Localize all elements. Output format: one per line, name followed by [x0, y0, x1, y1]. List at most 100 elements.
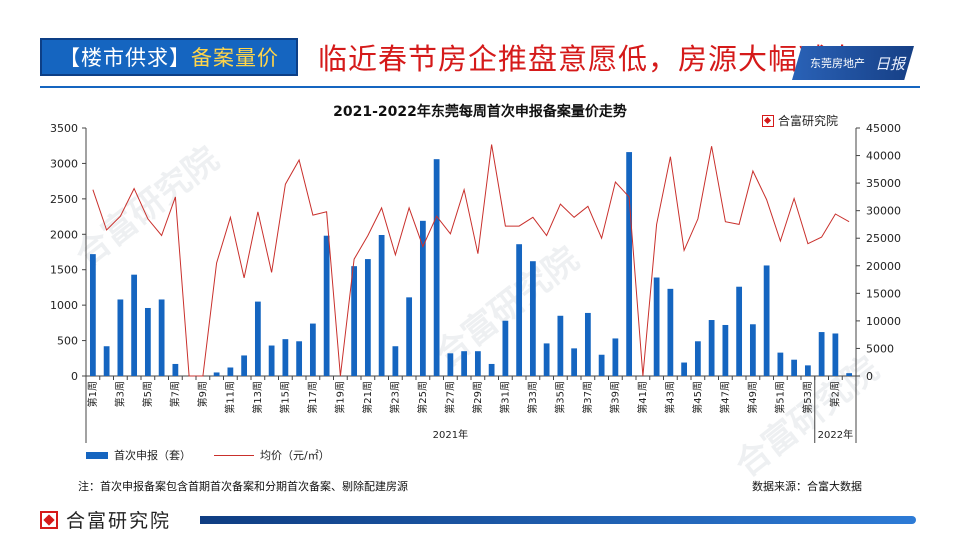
- y-tick-label-right: 20000: [866, 260, 901, 273]
- bar: [89, 254, 96, 376]
- chart-logo: 合富研究院: [762, 112, 838, 129]
- bar: [419, 220, 426, 376]
- avg-price-line: [92, 144, 850, 377]
- y-tick-label-right: 35000: [866, 177, 901, 190]
- chart-title: 2021-2022年东莞每周首次申报备案量价走势: [333, 104, 627, 120]
- y-tick-label-left: 2500: [50, 193, 78, 206]
- x-tick-label: 第19周: [333, 381, 346, 414]
- bar: [804, 365, 811, 376]
- bar: [488, 363, 495, 376]
- bar: [722, 324, 729, 376]
- bar: [309, 323, 316, 376]
- brand-badge-script: 日报: [875, 54, 906, 73]
- bar: [433, 159, 440, 376]
- x-tick-label: 第13周: [251, 381, 264, 414]
- x-tick-label: 第17周: [306, 381, 319, 414]
- bar: [296, 341, 303, 376]
- bar: [406, 297, 413, 376]
- bar: [777, 352, 784, 376]
- bar: [708, 320, 715, 376]
- footer-logo-text: 合富研究院: [66, 510, 172, 532]
- x-tick-label: 第27周: [443, 381, 456, 414]
- y-tick-label-right: 45000: [866, 122, 901, 135]
- legend-line-swatch: [214, 454, 254, 456]
- bar: [818, 332, 825, 376]
- bar: [502, 320, 509, 376]
- bar: [557, 315, 564, 376]
- bar: [268, 345, 275, 376]
- y-tick-label-right: 40000: [866, 150, 901, 163]
- y-tick-label-left: 1500: [50, 264, 78, 277]
- x-tick-label: 第45周: [691, 381, 704, 414]
- x-tick-label: 第21周: [361, 381, 374, 414]
- year-label: 2022年: [818, 428, 853, 441]
- x-tick-label: 第5周: [141, 381, 154, 407]
- x-tick-label: 第7周: [168, 381, 181, 407]
- legend-bar-swatch: [86, 451, 108, 459]
- y-tick-label-right: 30000: [866, 205, 901, 218]
- bar: [103, 346, 110, 376]
- y-tick-label-left: 500: [57, 335, 78, 348]
- y-tick-label-left: 2000: [50, 228, 78, 241]
- bar: [846, 373, 853, 376]
- bar: [378, 234, 385, 376]
- bar: [612, 338, 619, 376]
- brand-badge: 东莞房地产 日报: [792, 46, 914, 80]
- y-tick-label-right: 25000: [866, 232, 901, 245]
- bar: [282, 339, 289, 376]
- bar: [626, 152, 633, 376]
- x-tick-label: 第31周: [498, 381, 511, 414]
- bar: [392, 346, 399, 376]
- x-tick-label: 第11周: [223, 381, 236, 414]
- logo-icon: [40, 510, 58, 529]
- bar: [144, 307, 151, 376]
- bar: [172, 363, 179, 376]
- y-tick-label-right: 0: [866, 370, 873, 383]
- bar: [474, 351, 481, 376]
- bar: [584, 312, 591, 376]
- bar: [516, 244, 523, 376]
- chart-logo-text: 合富研究院: [778, 114, 839, 128]
- x-tick-label: 第33周: [526, 381, 539, 414]
- page-headline: 临近春节房企推盘意愿低，房源大幅减少: [318, 42, 859, 76]
- x-tick-label: 第15周: [278, 381, 291, 414]
- bar: [749, 324, 756, 376]
- section-tag-category: 【楼市供求】: [59, 46, 191, 70]
- legend-line-label: 均价（元/㎡）: [260, 449, 330, 462]
- logo-icon: [762, 114, 774, 127]
- bar: [571, 348, 578, 376]
- x-tick-label: 第25周: [416, 381, 429, 414]
- bar: [213, 372, 220, 376]
- footnote: 注：首次申报备案包含首期首次备案和分期首次备案、剔除配建房源: [78, 480, 408, 493]
- x-tick-label: 第49周: [746, 381, 759, 414]
- x-tick-label: 第1周: [86, 381, 99, 407]
- x-tick-label: 第23周: [388, 381, 401, 414]
- x-tick-label: 第53周: [801, 381, 814, 414]
- bar: [351, 266, 358, 376]
- bar: [763, 265, 770, 376]
- data-source: 数据来源：合富大数据: [752, 480, 862, 493]
- y-tick-label-left: 3000: [50, 157, 78, 170]
- bar: [323, 235, 330, 376]
- legend-bar-entry: 首次申报（套）: [86, 447, 191, 463]
- x-tick-label: 第9周: [196, 381, 209, 407]
- bar: [241, 355, 248, 376]
- section-tag: 【楼市供求】 备案量价: [40, 38, 298, 76]
- bar: [681, 362, 688, 376]
- x-tick-label: 第35周: [553, 381, 566, 414]
- bar: [227, 367, 234, 376]
- year-label: 2021年: [433, 428, 468, 441]
- bar: [364, 259, 371, 376]
- bar: [832, 333, 839, 376]
- bar: [791, 359, 798, 376]
- section-tag-topic: 备案量价: [191, 46, 279, 70]
- footer-logo: 合富研究院: [40, 506, 171, 533]
- y-tick-label-right: 5000: [866, 342, 894, 355]
- bar: [117, 299, 124, 376]
- bar: [131, 274, 138, 376]
- y-tick-label-right: 10000: [866, 315, 901, 328]
- header-divider: [40, 86, 920, 88]
- x-tick-label: 第41周: [636, 381, 649, 414]
- legend-line-entry: 均价（元/㎡）: [214, 447, 330, 463]
